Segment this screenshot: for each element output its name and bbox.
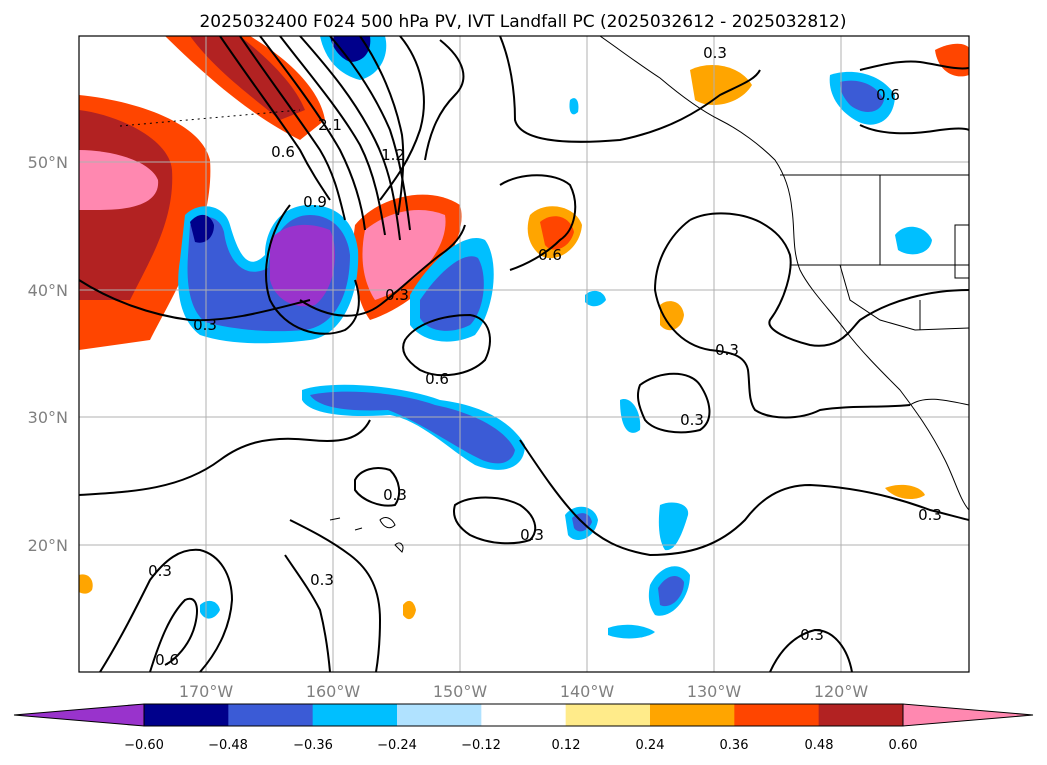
- lon-label: 170°W: [179, 682, 234, 701]
- contour-label: 0.6: [538, 246, 562, 264]
- colorbar-swatch: [481, 704, 567, 726]
- contour-label: 0.3: [385, 286, 409, 304]
- contour-label: 0.6: [425, 370, 449, 388]
- lat-label: 50°N: [28, 153, 68, 172]
- lon-label: 150°W: [433, 682, 488, 701]
- alaska-coast: [599, 36, 969, 511]
- pv-negative-shading: [178, 36, 932, 639]
- contour-label: 0.3: [703, 44, 727, 62]
- pv-positive-shading: [79, 36, 969, 620]
- colorbar-swatch: [144, 704, 229, 726]
- colorbar-tick: −0.60: [124, 738, 164, 753]
- colorbar-swatch: [734, 704, 820, 726]
- colorbar-tick-labels: −0.60 −0.48 −0.36 −0.24 −0.12 0.12 0.24 …: [124, 738, 917, 753]
- colorbar-swatch: [312, 704, 398, 726]
- longitude-labels: 170°W 160°W 150°W 140°W 130°W 120°W: [179, 682, 869, 701]
- colorbar-tick: 0.12: [552, 738, 581, 753]
- colorbar-swatch: [565, 704, 651, 726]
- lon-label: 140°W: [560, 682, 615, 701]
- contour-label: 0.3: [383, 486, 407, 504]
- coastlines: [119, 36, 969, 553]
- lon-label: 130°W: [687, 682, 742, 701]
- contour-subtropical: [79, 419, 371, 496]
- contour-label: 0.6: [155, 651, 179, 669]
- contour-label: 0.3: [918, 506, 942, 524]
- contour-label: 0.3: [520, 526, 544, 544]
- colorbar-tick: −0.24: [377, 738, 417, 753]
- contour-label: 2.1: [318, 116, 342, 134]
- map-panel: 0.3 0.6 2.1 0.6 1.2 0.9 0.3 0.3 0.6 0.6 …: [78, 35, 970, 673]
- contour-label: 0.9: [303, 193, 327, 211]
- colorbar-swatch: [228, 704, 314, 726]
- colorbar-swatch: [818, 704, 904, 726]
- lat-label: 20°N: [28, 536, 68, 555]
- map-frame: [78, 35, 970, 673]
- contour-labels: 0.3 0.6 2.1 0.6 1.2 0.9 0.3 0.3 0.6 0.6 …: [148, 44, 942, 669]
- colorbar-tick: 0.48: [805, 738, 834, 753]
- colorbar-tick: 0.24: [636, 738, 665, 753]
- contour-label: 0.6: [271, 143, 295, 161]
- figure-title: 2025032400 F024 500 hPa PV, IVT Landfall…: [199, 12, 846, 32]
- lon-label: 160°W: [306, 682, 361, 701]
- latitude-labels: 50°N 40°N 30°N 20°N: [28, 153, 68, 555]
- map-background: [79, 36, 969, 672]
- lat-label: 40°N: [28, 281, 68, 300]
- colorbar-tick: −0.48: [208, 738, 248, 753]
- contour-label: 0.3: [680, 411, 704, 429]
- contour-label: 0.3: [310, 571, 334, 589]
- colorbar: −0.60 −0.48 −0.36 −0.24 −0.12 0.12 0.24 …: [13, 703, 1034, 753]
- shade-alaska-orange: [690, 65, 752, 105]
- lon-label: 120°W: [814, 682, 869, 701]
- contour-label: 0.3: [148, 562, 172, 580]
- colorbar-tick: 0.36: [720, 738, 749, 753]
- colorbar-extend-min: [14, 704, 144, 726]
- colorbar-tick: 0.60: [889, 738, 918, 753]
- contour-0.3-east-big: [689, 212, 969, 347]
- colorbar-swatch: [650, 704, 735, 726]
- contour-label: 1.2: [381, 146, 405, 164]
- contour-label: 0.3: [800, 626, 824, 644]
- contour-label: 0.6: [876, 86, 900, 104]
- lat-label: 30°N: [28, 408, 68, 427]
- colorbar-extend-max: [903, 704, 1033, 726]
- colorbar-tick: −0.36: [293, 738, 333, 753]
- contour-label: 0.3: [715, 341, 739, 359]
- contour-label: 0.3: [193, 316, 217, 334]
- colorbar-swatch: [397, 704, 482, 726]
- colorbar-tick: −0.12: [461, 738, 501, 753]
- ivt-contours: [79, 36, 969, 672]
- colorbar-swatches: [144, 704, 904, 726]
